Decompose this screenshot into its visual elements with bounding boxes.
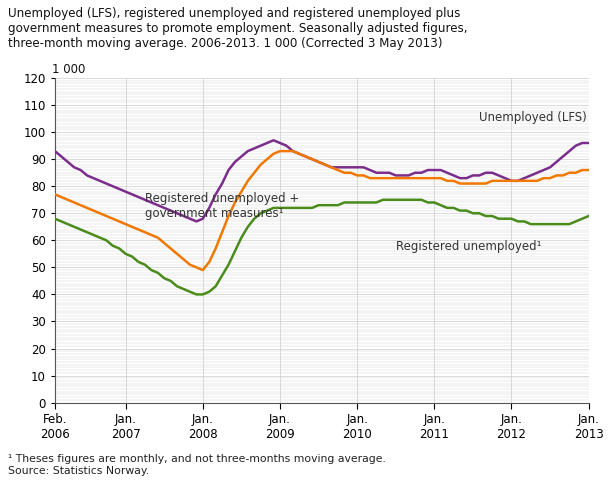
Text: government measures to promote employment. Seasonally adjusted figures,: government measures to promote employmen…: [8, 22, 467, 35]
Text: three-month moving average. 2006-2013. 1 000 (Corrected 3 May 2013): three-month moving average. 2006-2013. 1…: [8, 37, 442, 50]
Text: Unemployed (LFS), registered unemployed and registered unemployed plus: Unemployed (LFS), registered unemployed …: [8, 7, 461, 20]
Text: Registered unemployed¹: Registered unemployed¹: [396, 240, 541, 253]
Text: 1 000: 1 000: [52, 62, 85, 76]
Text: Registered unemployed +
government measures¹: Registered unemployed + government measu…: [145, 192, 299, 220]
Text: ¹ Theses figures are monthly, and not three-months moving average.
Source: Stati: ¹ Theses figures are monthly, and not th…: [8, 454, 386, 476]
Text: Unemployed (LFS): Unemployed (LFS): [479, 111, 587, 124]
